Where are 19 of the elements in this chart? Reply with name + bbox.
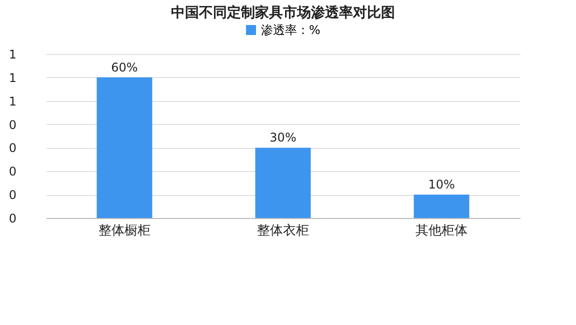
y-tick-label: 0 — [8, 212, 16, 226]
x-tick-label: 整体橱柜 — [98, 224, 150, 238]
data-label: 30% — [270, 130, 296, 145]
bar — [255, 148, 311, 218]
x-tick-label: 整体衣柜 — [257, 224, 309, 238]
y-tick-label: 0 — [8, 141, 16, 156]
bar — [96, 77, 152, 218]
y-tick-label: 0 — [8, 188, 16, 202]
data-label: 10% — [428, 178, 455, 192]
y-tick-label: 1 — [8, 70, 16, 85]
data-label: 60% — [111, 60, 138, 74]
x-tick-label: 其他柜体 — [416, 224, 468, 238]
y-tick-label: 0 — [8, 118, 16, 132]
chart-title: 中国不同定制家具市场渗透率对比图 — [171, 4, 395, 21]
legend-label: 渗透率：% — [261, 23, 320, 37]
y-tick-label: 1 — [8, 94, 16, 108]
y-tick-label: 0 — [8, 164, 16, 179]
y-tick-label: 1 — [8, 48, 16, 62]
bar — [414, 194, 470, 218]
